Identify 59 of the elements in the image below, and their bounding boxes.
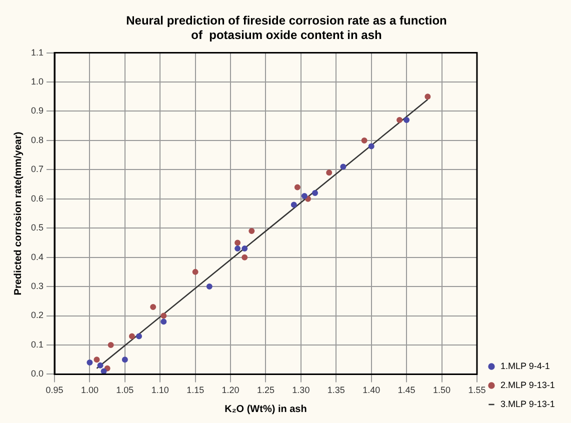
y-tick-label: 0.2 — [30, 310, 44, 320]
point — [404, 117, 410, 123]
point — [424, 94, 431, 100]
y-tick-label: 0.8 — [30, 134, 44, 145]
x-tick-label: 1.45 — [398, 385, 416, 396]
y-tick-label: 1.1 — [30, 47, 44, 58]
point — [361, 137, 368, 144]
legend-label: 2.MLP 9-13-1 — [500, 380, 555, 390]
point — [128, 333, 135, 340]
y-tick-label: 0.9 — [30, 106, 44, 116]
point — [160, 312, 167, 319]
point — [150, 304, 156, 310]
x-tick-label: 1.20 — [222, 385, 240, 396]
y-tick-label: 0.4 — [30, 252, 44, 262]
x-tick-label: 1.35 — [327, 385, 345, 396]
point — [94, 356, 100, 363]
point — [301, 192, 308, 199]
x-tick-label: 1.40 — [362, 385, 380, 396]
point — [234, 240, 241, 246]
point — [248, 228, 255, 234]
y-tick-label: 0.5 — [30, 222, 44, 233]
x-tick-label: 1.55 — [468, 385, 486, 396]
x-tick-label: 0.95 — [46, 385, 64, 396]
x-tick-label: 1.30 — [292, 385, 310, 396]
point — [396, 117, 403, 123]
x-tick-label: 1.25 — [256, 385, 275, 396]
y-tick-label: 0.7 — [30, 164, 44, 174]
point — [192, 268, 198, 275]
point — [326, 170, 332, 176]
y-tick-label: 0.0 — [30, 368, 44, 379]
point — [312, 190, 318, 196]
y-tick-label: 1.0 — [30, 76, 44, 87]
legend-label: 3.MLP 9-13-1 — [500, 398, 555, 409]
point — [294, 184, 300, 190]
legend-label: 1.MLP 9-4-1 — [500, 360, 550, 371]
y-axis-title: Predicted corrosion rate(mm/year) — [12, 132, 24, 296]
point — [242, 246, 248, 252]
point — [242, 254, 248, 260]
point — [368, 143, 374, 150]
x-tick-label: 1.15 — [186, 385, 204, 396]
chart-title: Neural prediction of fireside corrosion rate as a function of potasium oxide content in ash — [126, 14, 447, 42]
point — [234, 246, 241, 252]
point — [160, 318, 167, 325]
y-tick-label: 0.1 — [30, 339, 44, 350]
point — [206, 284, 212, 290]
point — [340, 164, 346, 170]
point — [136, 333, 142, 340]
point — [122, 356, 128, 363]
point — [86, 360, 93, 366]
y-tick-label: 0.3 — [30, 281, 44, 292]
x-tick-label: 1.50 — [433, 385, 451, 396]
point — [108, 342, 114, 348]
x-tick-label: 1.00 — [80, 385, 98, 396]
x-tick-label: 1.05 — [116, 385, 134, 396]
x-axis-title: K₂O (Wt%) in ash — [224, 404, 307, 415]
x-tick-label: 1.10 — [151, 385, 169, 396]
point — [97, 362, 104, 368]
y-tick-label: 0.6 — [30, 193, 44, 204]
point — [290, 202, 297, 208]
